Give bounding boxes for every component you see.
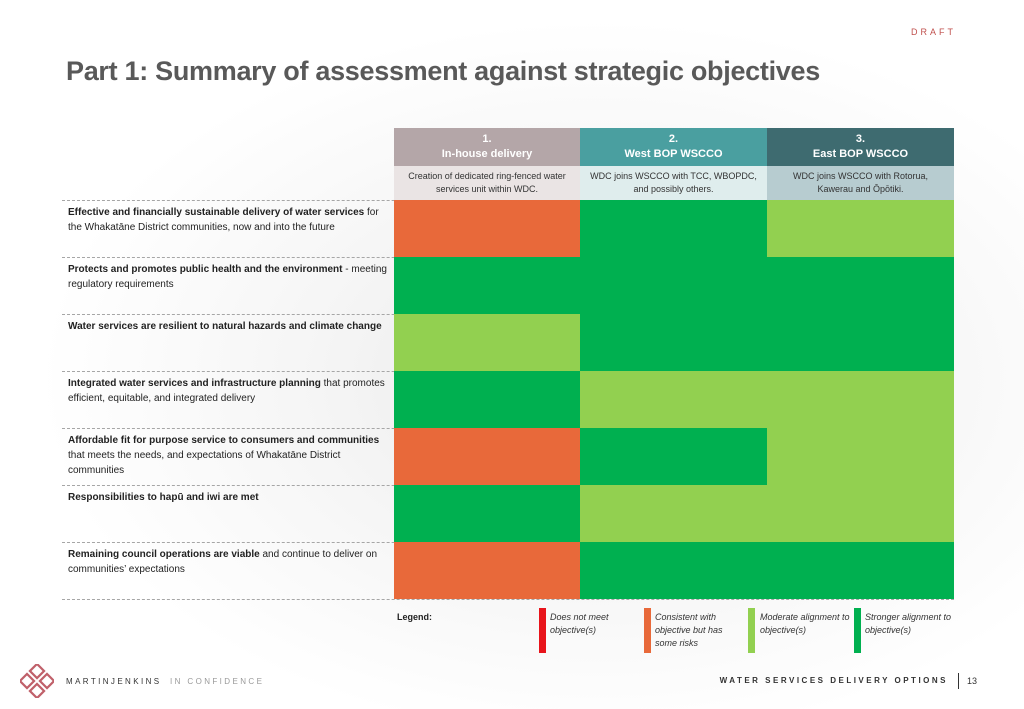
objective-title: Integrated water services and infrastruc…	[68, 378, 321, 389]
rating-cell-stronger	[394, 257, 580, 314]
objective-detail: that meets the needs, and expectations o…	[68, 450, 341, 476]
objective-detail: that promotes efficient, equitable, and …	[68, 378, 385, 404]
legend-swatch-consistent	[644, 608, 651, 653]
rating-cell-stronger	[767, 257, 954, 314]
legend-swatch-does-not-meet	[539, 608, 546, 653]
footer-document-title: WATER SERVICES DELIVERY OPTIONS	[719, 676, 948, 685]
objective-label: Responsibilities to hapū and iwi are met	[62, 486, 394, 509]
rating-cell-does-not-meet	[394, 200, 580, 257]
objective-label: Effective and financially sustainable de…	[62, 201, 394, 239]
legend-text-consistent: Consistent with objective but has some r…	[655, 612, 723, 648]
row-separator	[62, 599, 954, 600]
legend-swatch-moderate	[748, 608, 755, 653]
objective-label: Affordable fit for purpose service to co…	[62, 429, 394, 482]
objective-label: Remaining council operations are viable …	[62, 543, 394, 581]
option-number: 2.	[668, 133, 679, 145]
option-name: East BOP WSCCO	[812, 148, 909, 160]
legend-label: Legend:	[397, 612, 432, 622]
rating-cell-stronger	[394, 485, 580, 542]
option-header-1: 1. In-house delivery	[394, 128, 580, 166]
page-title: Part 1: Summary of assessment against st…	[66, 56, 820, 86]
footer-divider	[958, 673, 959, 689]
option-description-3: WDC joins WSCCO with Rotorua, Kawerau an…	[767, 166, 954, 200]
option-description-2: WDC joins WSCCO with TCC, WBOPDC, and po…	[580, 166, 767, 200]
rating-cell-moderate	[767, 200, 954, 257]
rating-cell-moderate	[767, 371, 954, 428]
martinjenkins-logo-icon	[20, 664, 54, 698]
rating-cell-stronger	[580, 257, 767, 314]
option-header-3: 3. East BOP WSCCO	[767, 128, 954, 166]
objective-detail: and continue to deliver on communities’ …	[68, 549, 378, 575]
rating-cell-moderate	[767, 485, 954, 542]
objective-title: Protects and promotes public health and …	[68, 264, 343, 275]
objective-title: Affordable fit for purpose service to co…	[68, 435, 380, 446]
rating-cell-moderate	[580, 371, 767, 428]
rating-cell-moderate	[767, 428, 954, 485]
objective-label: Protects and promotes public health and …	[62, 258, 394, 296]
option-number: 1.	[482, 133, 492, 145]
option-name: In-house delivery	[441, 148, 533, 160]
legend-swatch-stronger	[854, 608, 861, 653]
rating-cell-stronger	[767, 314, 954, 371]
rating-cell-stronger	[580, 200, 767, 257]
objective-title: Water services are resilient to natural …	[68, 321, 382, 332]
rating-cell-moderate	[580, 485, 767, 542]
option-number: 3.	[855, 133, 866, 145]
rating-cell-stronger	[767, 542, 954, 599]
option-header-2: 2. West BOP WSCCO	[580, 128, 767, 166]
rating-cell-stronger	[394, 371, 580, 428]
rating-cell-does-not-meet	[394, 542, 580, 599]
objective-label: Water services are resilient to natural …	[62, 315, 394, 338]
legend-text-does-not-meet: Does not meet objective(s)	[550, 612, 609, 635]
rating-cell-stronger	[580, 428, 767, 485]
objective-title: Effective and financially sustainable de…	[68, 207, 365, 218]
page-number: 13	[967, 676, 978, 686]
option-description-1: Creation of dedicated ring-fenced water …	[394, 166, 580, 200]
footer-brand: MARTINJENKINS	[66, 677, 162, 686]
rating-cell-moderate	[394, 314, 580, 371]
legend-text-stronger: Stronger alignment to objective(s)	[865, 612, 952, 635]
footer-confidentiality: IN CONFIDENCE	[170, 677, 265, 686]
rating-cell-stronger	[580, 314, 767, 371]
rating-cell-does-not-meet	[394, 428, 580, 485]
legend-text-moderate: Moderate alignment to objective(s)	[760, 612, 850, 635]
objective-detail: - meeting regulatory requirements	[68, 264, 387, 290]
objective-title: Remaining council operations are viable	[68, 549, 260, 560]
rating-cell-stronger	[580, 542, 767, 599]
objective-detail: for the Whakatāne District communities, …	[68, 207, 379, 233]
objective-label: Integrated water services and infrastruc…	[62, 372, 394, 410]
draft-label: DRAFT	[911, 27, 956, 37]
option-name: West BOP WSCCO	[624, 148, 723, 160]
objective-title: Responsibilities to hapū and iwi are met	[68, 492, 259, 503]
